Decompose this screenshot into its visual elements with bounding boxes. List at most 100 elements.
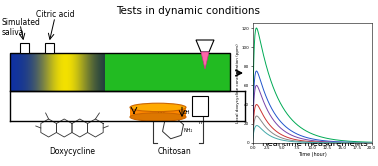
- Polygon shape: [201, 52, 209, 69]
- Bar: [33, 53, 34, 91]
- Bar: [55, 53, 56, 91]
- Bar: [85, 53, 86, 91]
- Text: Real time measurements: Real time measurements: [262, 139, 368, 148]
- Bar: [83, 53, 84, 91]
- Bar: [44, 53, 45, 91]
- Bar: [57, 53, 58, 91]
- Bar: [23, 53, 24, 91]
- Bar: [73, 53, 74, 91]
- Ellipse shape: [130, 103, 186, 112]
- Bar: [86, 53, 87, 91]
- Bar: [39, 53, 40, 91]
- Bar: [72, 53, 73, 91]
- Bar: [76, 53, 77, 91]
- Bar: [99, 53, 100, 91]
- Bar: [24, 53, 25, 91]
- Bar: [51, 53, 52, 91]
- Bar: [21, 53, 22, 91]
- Bar: [11, 53, 12, 91]
- Bar: [13, 53, 14, 91]
- Bar: [22, 53, 23, 91]
- Bar: [46, 53, 47, 91]
- Bar: [41, 53, 42, 91]
- Bar: [52, 53, 53, 91]
- Bar: [60, 53, 61, 91]
- Bar: [48, 53, 49, 91]
- Bar: [71, 53, 72, 91]
- Polygon shape: [196, 40, 214, 52]
- Bar: [102, 53, 103, 91]
- Bar: [27, 53, 28, 91]
- Bar: [87, 53, 88, 91]
- Text: HO: HO: [157, 110, 164, 115]
- Text: NH₂: NH₂: [183, 128, 192, 133]
- Bar: [63, 53, 64, 91]
- Bar: [29, 53, 30, 91]
- Bar: [97, 53, 98, 91]
- Bar: [95, 53, 96, 91]
- Bar: [26, 53, 27, 91]
- Bar: [65, 53, 66, 91]
- Bar: [81, 53, 82, 91]
- Bar: [58, 53, 59, 91]
- Bar: [89, 53, 90, 91]
- Bar: [92, 53, 93, 91]
- Bar: [192, 96, 208, 116]
- Bar: [75, 53, 76, 91]
- Bar: [82, 53, 83, 91]
- Bar: [36, 53, 37, 91]
- Bar: [19, 53, 20, 91]
- Bar: [43, 53, 44, 91]
- Bar: [34, 53, 35, 91]
- Bar: [16, 53, 17, 91]
- Bar: [20, 53, 21, 91]
- Text: Tests in dynamic conditions: Tests in dynamic conditions: [116, 6, 260, 16]
- Bar: [77, 53, 78, 91]
- Bar: [47, 53, 48, 91]
- X-axis label: Time (hour): Time (hour): [297, 152, 327, 157]
- Bar: [45, 53, 46, 91]
- Bar: [104, 53, 105, 91]
- Bar: [90, 53, 91, 91]
- Bar: [64, 53, 65, 91]
- Bar: [14, 53, 15, 91]
- Bar: [31, 53, 32, 91]
- Bar: [50, 53, 51, 91]
- Bar: [94, 53, 95, 91]
- Bar: [56, 53, 57, 91]
- Bar: [10, 53, 230, 91]
- Y-axis label: Local doxycycline concentration (ppm): Local doxycycline concentration (ppm): [236, 43, 240, 123]
- Text: OH: OH: [183, 110, 191, 115]
- Bar: [98, 53, 99, 91]
- Bar: [69, 53, 70, 91]
- Bar: [61, 53, 62, 91]
- Bar: [45, 43, 54, 53]
- Bar: [130, 107, 186, 117]
- Bar: [103, 53, 104, 91]
- Bar: [32, 53, 33, 91]
- Bar: [28, 53, 29, 91]
- Bar: [91, 53, 92, 91]
- Text: Chitosan: Chitosan: [158, 147, 192, 156]
- Bar: [68, 53, 69, 91]
- Bar: [96, 53, 97, 91]
- Text: Citric acid: Citric acid: [36, 10, 74, 19]
- Bar: [18, 53, 19, 91]
- Bar: [54, 53, 55, 91]
- Text: Doxycycline: Doxycycline: [49, 147, 95, 156]
- Bar: [74, 53, 75, 91]
- Bar: [40, 53, 41, 91]
- Bar: [37, 53, 38, 91]
- Bar: [42, 53, 43, 91]
- Bar: [30, 53, 31, 91]
- Bar: [35, 53, 36, 91]
- Bar: [79, 53, 80, 91]
- Bar: [53, 53, 54, 91]
- Bar: [93, 53, 94, 91]
- Bar: [88, 53, 89, 91]
- Ellipse shape: [130, 113, 186, 121]
- Bar: [80, 53, 81, 91]
- Bar: [59, 53, 60, 91]
- Bar: [25, 53, 26, 91]
- Bar: [15, 53, 16, 91]
